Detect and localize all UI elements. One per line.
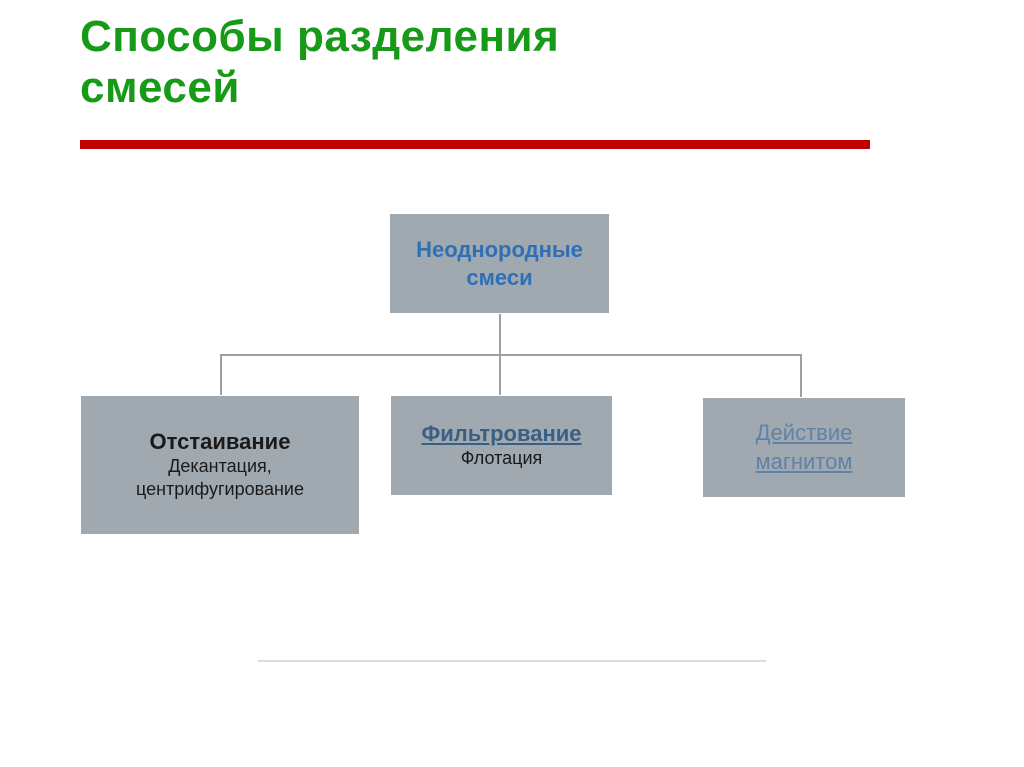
child-1-primary: Фильтрование <box>421 421 581 447</box>
child-0-secondary1: Декантация, <box>168 455 272 478</box>
child-0-primary: Отстаивание <box>150 429 291 455</box>
diagram-root-box: Неоднородные смеси <box>389 213 610 314</box>
child-2-secondary1: Действие <box>756 419 853 448</box>
connector-vert-c2 <box>499 354 501 395</box>
child-1-secondary1: Флотация <box>461 447 543 470</box>
title-underline <box>80 140 870 149</box>
connector-vert-c3 <box>800 354 802 397</box>
connector-horiz <box>220 354 802 356</box>
connector-vert-top <box>499 314 501 354</box>
root-line2: смеси <box>466 264 532 292</box>
root-line1: Неоднородные <box>416 236 583 264</box>
slide-title-line2: смесей <box>80 63 559 114</box>
slide-title-line1: Способы разделения <box>80 12 559 63</box>
connector-vert-c1 <box>220 354 222 395</box>
slide-title: Способы разделения смесей <box>80 12 559 113</box>
diagram-child-box-2: Действие магнитом <box>702 397 906 498</box>
footer-separator <box>258 660 766 662</box>
diagram-child-box-1: Фильтрование Флотация <box>390 395 613 496</box>
diagram-child-box-0: Отстаивание Декантация, центрифугировани… <box>80 395 360 535</box>
child-2-secondary2: магнитом <box>755 448 852 477</box>
child-0-secondary2: центрифугирование <box>136 478 304 501</box>
